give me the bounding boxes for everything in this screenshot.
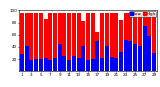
Bar [133,44,137,71]
Bar [25,13,29,71]
Bar [110,13,114,71]
Bar [114,58,118,71]
Bar [44,58,48,71]
Bar [39,59,43,71]
Bar [62,13,66,71]
Bar [67,60,71,71]
Bar [110,57,114,71]
Bar [81,46,85,71]
Bar [138,46,142,71]
Bar [119,20,123,71]
Bar [81,21,85,71]
Bar [100,58,104,71]
Bar [58,13,62,71]
Bar [53,58,57,71]
Bar [34,59,38,71]
Bar [62,56,66,71]
Bar [147,13,151,71]
Bar [34,13,38,71]
Bar [44,19,48,71]
Bar [105,13,109,71]
Bar [20,54,24,71]
Bar [86,60,90,71]
Bar [39,13,43,71]
Bar [128,13,132,71]
Bar [133,13,137,71]
Legend: Low, High: Low, High [129,11,156,17]
Bar [124,40,128,71]
Bar [119,52,123,71]
Bar [67,13,71,71]
Bar [91,59,95,71]
Bar [114,13,118,71]
Bar [29,13,33,71]
Bar [152,53,156,71]
Bar [143,26,147,71]
Bar [29,60,33,71]
Bar [48,13,52,71]
Bar [20,13,24,71]
Bar [147,36,151,71]
Bar [124,13,128,71]
Bar [138,13,142,71]
Bar [95,41,99,71]
Bar [105,46,109,71]
Bar [77,58,81,71]
Bar [143,13,147,71]
Bar [25,46,29,71]
Bar [77,13,81,71]
Bar [152,13,156,71]
Bar [48,60,52,71]
Bar [86,13,90,71]
Bar [72,13,76,71]
Bar [91,13,95,71]
Bar [72,56,76,71]
Bar [128,41,132,71]
Bar [95,32,99,71]
Bar [53,13,57,71]
Bar [58,44,62,71]
Bar [100,13,104,71]
